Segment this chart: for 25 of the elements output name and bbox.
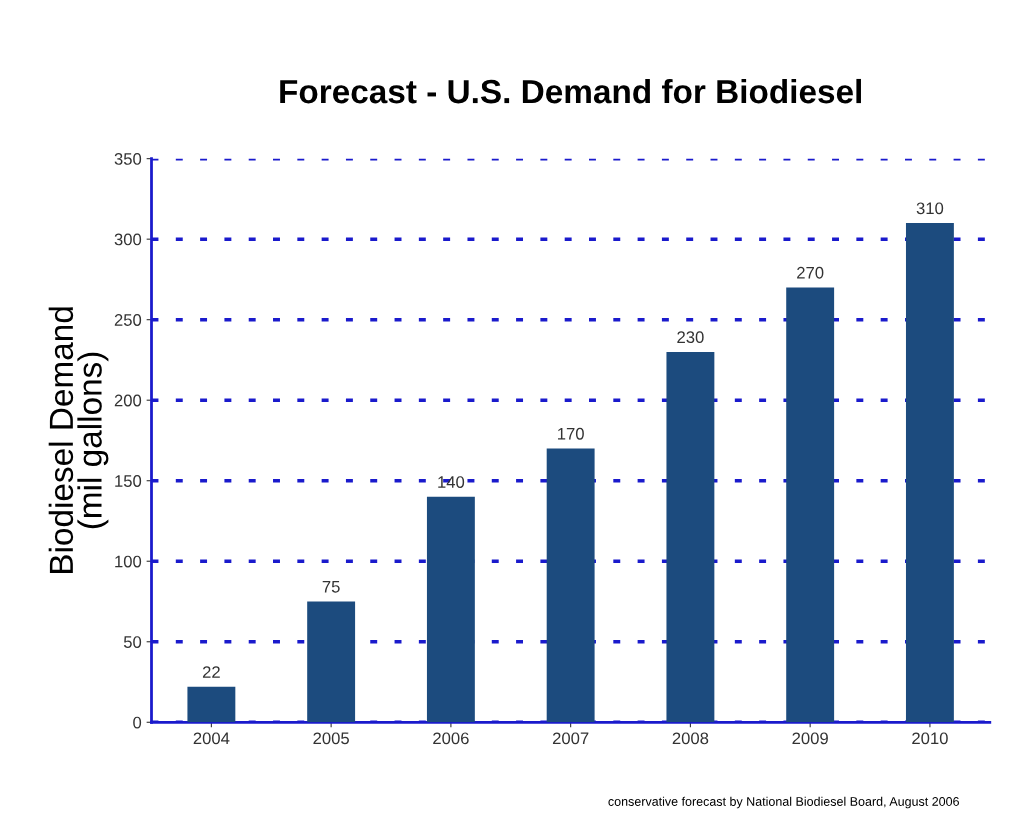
chart-title: Forecast - U.S. Demand for Biodiesel bbox=[280, 78, 861, 104]
y-axis-title: Biodiesel Demand (mil gallons) bbox=[48, 307, 109, 573]
x-tick-label: 2010 bbox=[912, 732, 948, 745]
x-tick-label: 2009 bbox=[792, 732, 828, 745]
data-label: 22 bbox=[202, 666, 220, 678]
data-label: 230 bbox=[677, 331, 704, 344]
data-label: 270 bbox=[797, 266, 824, 279]
x-tick-label: 2007 bbox=[552, 732, 589, 745]
data-label: 170 bbox=[558, 427, 584, 440]
data-label: 75 bbox=[322, 581, 340, 593]
y-tick-label: 50 bbox=[123, 636, 142, 648]
x-tick-label: 2008 bbox=[672, 732, 709, 745]
y-tick-label: 350 bbox=[114, 153, 142, 165]
y-tick-label: 200 bbox=[114, 394, 142, 407]
y-tick-label: 100 bbox=[115, 555, 142, 568]
data-label: 310 bbox=[916, 202, 944, 215]
data-label: 140 bbox=[438, 476, 465, 488]
x-tick-label: 2005 bbox=[313, 732, 349, 745]
y-tick-label: 150 bbox=[115, 475, 142, 487]
y-tick-label: 300 bbox=[114, 233, 142, 246]
x-tick-label: 2006 bbox=[433, 732, 469, 745]
y-tick-label: 0 bbox=[133, 716, 142, 729]
text: conservative forecast by National Biodiesel Board, August 2006 bbox=[608, 796, 959, 809]
x-tick-label: 2004 bbox=[193, 732, 230, 745]
y-tick-label: 250 bbox=[114, 314, 142, 326]
